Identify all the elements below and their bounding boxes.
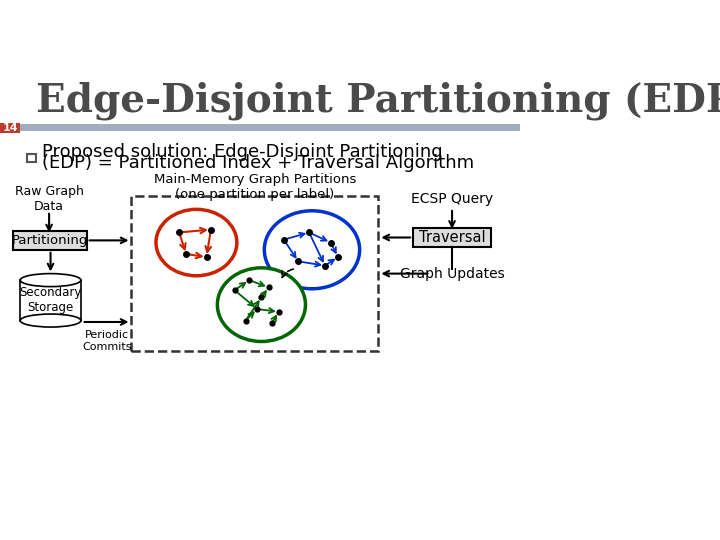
Text: Partitioning: Partitioning — [12, 234, 88, 247]
Text: Proposed solution: Edge-Disjoint Partitioning: Proposed solution: Edge-Disjoint Partiti… — [42, 143, 443, 160]
Ellipse shape — [20, 314, 81, 327]
Text: ECSP Query: ECSP Query — [411, 192, 493, 206]
Text: Main-Memory Graph Partitions
(one partition per label): Main-Memory Graph Partitions (one partit… — [154, 173, 356, 201]
Bar — [132, 195, 379, 351]
Bar — [20, 280, 81, 321]
Text: Periodic
Commits: Periodic Commits — [82, 330, 132, 352]
Ellipse shape — [156, 210, 237, 276]
Text: Graph Updates: Graph Updates — [400, 267, 505, 281]
Bar — [27, 154, 36, 163]
Ellipse shape — [20, 274, 81, 287]
Text: Secondary
Storage: Secondary Storage — [19, 286, 82, 314]
Bar — [0, 124, 520, 131]
Text: 14: 14 — [2, 123, 18, 133]
Text: Edge-Disjoint Partitioning (EDP): Edge-Disjoint Partitioning (EDP) — [36, 81, 720, 119]
Text: Traversal: Traversal — [419, 230, 485, 245]
Ellipse shape — [264, 211, 359, 289]
Bar — [0, 123, 20, 133]
Text: (EDP) = Partitioned Index + Traversal Algorithm: (EDP) = Partitioned Index + Traversal Al… — [42, 154, 474, 172]
Ellipse shape — [217, 268, 305, 341]
Bar — [413, 228, 491, 247]
Bar — [13, 231, 86, 250]
Text: Raw Graph
Data: Raw Graph Data — [14, 185, 84, 213]
